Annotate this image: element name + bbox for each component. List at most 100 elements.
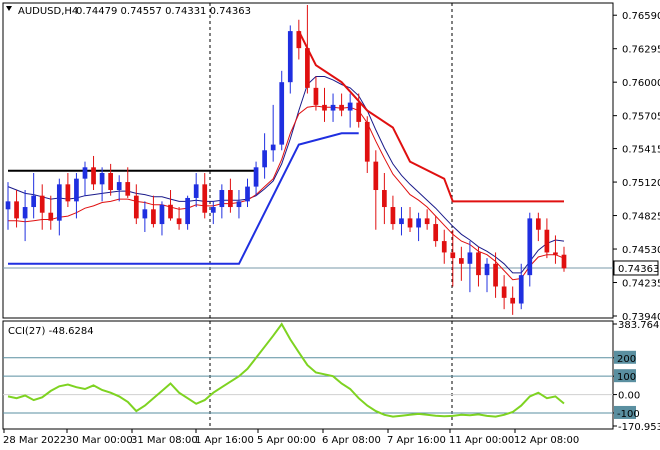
candle-body: [287, 31, 293, 83]
candle-body: [228, 190, 233, 208]
price-tick-label: 0.75415: [622, 145, 660, 156]
price-tick-label: 0.74235: [622, 279, 660, 290]
candle-body: [322, 104, 327, 111]
candle-body: [142, 209, 148, 219]
candle-body: [399, 218, 404, 225]
candle-body: [82, 167, 88, 179]
current-price-box: [613, 260, 659, 276]
candle-body: [159, 204, 165, 225]
candle-body: [441, 241, 447, 253]
candle-body: [553, 252, 558, 255]
candle-body: [116, 182, 122, 191]
candle-body: [202, 184, 208, 213]
candle-body: [296, 31, 302, 49]
candle-body: [245, 186, 250, 202]
cci-label: CCI(27) -48.6284: [8, 326, 94, 337]
candle-body: [185, 197, 190, 225]
collapse-triangle-icon: [6, 6, 12, 11]
candle-body: [48, 212, 54, 221]
support-line: [8, 132, 359, 265]
price-tick-label: 0.75705: [622, 112, 660, 123]
candle-body: [493, 263, 498, 287]
candle-body: [31, 195, 37, 208]
candle-body: [424, 218, 430, 225]
cci-level-badge: [614, 369, 636, 383]
candle-body: [339, 104, 344, 111]
candle-body: [133, 195, 139, 219]
candle-body: [22, 207, 28, 219]
price-tick-label: 0.75120: [622, 178, 660, 189]
candle-body: [373, 161, 379, 191]
trailing-stop-line: [297, 30, 564, 203]
price-tick-label: 0.74530: [622, 245, 660, 256]
candle-body: [74, 178, 79, 202]
cci-tick-label: 383.7641: [618, 320, 660, 331]
candle-body: [279, 82, 285, 145]
price-tick-label: 0.76295: [622, 45, 660, 56]
candle-body: [176, 218, 182, 225]
cci-panel: [2, 320, 614, 430]
candle-body: [450, 252, 456, 259]
candle-body: [236, 201, 242, 208]
symbol-label: AUDUSD,H4: [18, 6, 78, 17]
time-tick-label: 5 Apr 00:00: [257, 435, 316, 446]
price-tick-label: 0.76000: [622, 78, 660, 89]
time-tick-label: 12 Apr 08:00: [514, 435, 579, 446]
time-tick-label: 28 Mar 2022: [3, 435, 66, 446]
cci-tick-label: -170.9539: [618, 422, 660, 433]
candle-body: [561, 254, 567, 269]
candle-body: [108, 172, 113, 191]
candle-body: [313, 87, 319, 105]
cci-level-badge: [614, 350, 636, 364]
time-tick-label: 7 Apr 16:00: [387, 435, 446, 446]
candle-body: [56, 184, 62, 221]
candle-body: [433, 224, 439, 242]
candle-body: [390, 207, 396, 225]
candle-body: [518, 275, 524, 304]
candle-body: [262, 150, 267, 168]
candle-body: [168, 204, 173, 219]
candle-body: [39, 195, 45, 213]
candle-body: [467, 252, 473, 264]
cci-tick-label: 200: [617, 354, 636, 365]
price-tick-label: 0.73940: [622, 312, 660, 323]
candle-body: [219, 190, 225, 208]
ohlc-values: 0.74479 0.74557 0.74331 0.74363: [76, 6, 251, 17]
time-tick-label: 1 Apr 16:00: [195, 435, 254, 446]
candle-body: [356, 102, 362, 122]
candle-body: [527, 218, 533, 276]
time-tick-label: 6 Apr 08:00: [322, 435, 381, 446]
moving-average-slow: [7, 76, 565, 274]
candle-body: [193, 184, 199, 198]
candle-body: [347, 102, 353, 111]
cci-tick-label: 100: [617, 372, 636, 383]
current-price-label: 0.74363: [618, 264, 659, 275]
candle-body: [476, 252, 481, 276]
candle-body: [330, 104, 336, 111]
cci-line: [7, 322, 565, 418]
candle-body: [382, 190, 387, 208]
candle-body: [65, 184, 71, 202]
candle-body: [210, 207, 216, 213]
candle-body: [535, 218, 541, 230]
candle-body: [125, 182, 131, 196]
candle-body: [544, 229, 550, 253]
candle-body: [151, 209, 156, 225]
cci-level-badge: [614, 405, 636, 419]
candle-body: [510, 297, 516, 304]
time-tick-label: 31 Mar 08:00: [131, 435, 198, 446]
candle-body: [305, 48, 310, 88]
candle-body: [14, 201, 19, 219]
candle-body: [416, 218, 421, 228]
price-tick-label: 0.74825: [622, 212, 660, 223]
candle-body: [253, 167, 259, 187]
moving-average-fast: [8, 105, 565, 281]
candle-body: [501, 286, 507, 298]
candle-body: [484, 263, 490, 276]
candle-body: [459, 258, 464, 264]
time-tick-label: 30 Mar 00:00: [66, 435, 133, 446]
candle-body: [91, 167, 96, 185]
candle-body: [270, 144, 276, 151]
candle-body: [407, 218, 413, 228]
